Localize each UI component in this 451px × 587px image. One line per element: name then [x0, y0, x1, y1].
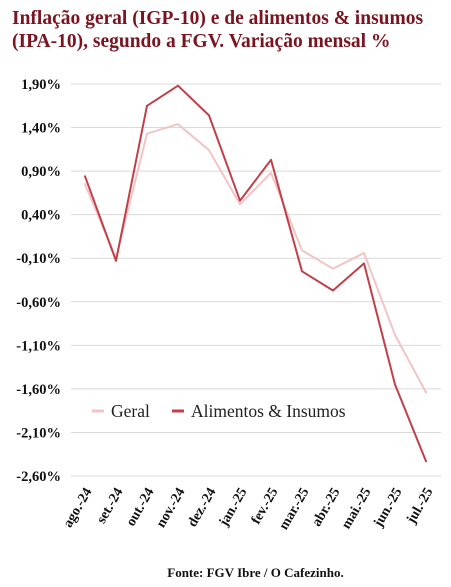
y-tick-label: -1,10% [16, 338, 61, 354]
y-tick-label: -1,60% [16, 382, 61, 398]
x-tick-label: nov.-24 [154, 486, 189, 531]
x-tick-label: mar.-25 [277, 486, 313, 533]
series-line-geral [84, 123, 427, 394]
x-tick-label: jan.-25 [216, 486, 250, 530]
y-tick-label: 0,90% [21, 164, 61, 180]
source-footer: Fonte: FGV Ibre / O Cafezinho. [167, 565, 344, 580]
y-tick-label: -2,10% [16, 425, 61, 441]
y-tick-label: 1,40% [21, 121, 61, 137]
y-tick-label: 1,90% [21, 77, 61, 93]
x-tick-label: out.-24 [124, 486, 158, 530]
y-axis-ticks: 1,90% 1,40% 0,90% 0,40% -0,10% -0,60% -1,10% -1… [16, 77, 61, 485]
x-tick-label: ago.-24 [61, 486, 96, 531]
y-tick-label: -2,60% [16, 469, 61, 485]
x-tick-label: jun.-25 [371, 486, 406, 531]
y-tick-label: 0,40% [21, 208, 61, 224]
x-tick-label: mai.-25 [339, 486, 374, 532]
y-tick-label: -0,60% [16, 295, 61, 311]
x-tick-label: jul.-25 [404, 486, 437, 528]
legend: Geral Alimentos & Insumos [92, 401, 346, 421]
series-line-alimentos-insumos [84, 84, 427, 463]
x-tick-label: abr.-25 [310, 486, 344, 530]
y-tick-label: -0,10% [16, 251, 61, 267]
x-tick-label: fev.-25 [249, 486, 282, 528]
x-tick-label: dez.-24 [185, 486, 219, 530]
gridlines [71, 83, 441, 477]
x-axis-ticks: ago.-24set.-24out.-24nov.-24dez.-24jan.-… [61, 486, 437, 533]
series-lines [84, 84, 427, 463]
x-tick-label: set.-24 [94, 486, 126, 527]
legend-label: Alimentos & Insumos [191, 401, 346, 421]
chart-title: Inflação geral (IGP-10) e de alimentos &… [12, 8, 424, 52]
legend-label: Geral [111, 401, 150, 421]
